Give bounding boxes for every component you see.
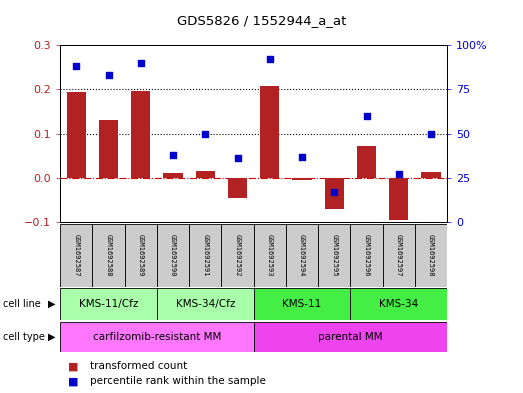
Point [137, 60, 145, 66]
Bar [60, 322, 254, 352]
Point [330, 189, 338, 195]
Bar [415, 224, 447, 287]
Bar [221, 224, 254, 287]
Text: ▶: ▶ [48, 299, 55, 309]
Text: percentile rank within the sample: percentile rank within the sample [90, 376, 266, 386]
Text: GSM1692596: GSM1692596 [363, 234, 370, 277]
Point [427, 130, 435, 137]
Bar [60, 288, 157, 320]
Bar [350, 288, 447, 320]
Text: carfilzomib-resistant MM: carfilzomib-resistant MM [93, 332, 221, 342]
Point [169, 152, 177, 158]
Text: GSM1692598: GSM1692598 [428, 234, 434, 277]
Bar [357, 146, 376, 178]
Text: KMS-34/Cfz: KMS-34/Cfz [176, 299, 235, 309]
Text: GSM1692594: GSM1692594 [299, 234, 305, 277]
Text: GDS5826 / 1552944_a_at: GDS5826 / 1552944_a_at [177, 14, 346, 27]
Bar [422, 172, 441, 178]
Text: ▶: ▶ [48, 332, 55, 342]
Bar [254, 322, 447, 352]
Text: cell line: cell line [3, 299, 40, 309]
Text: KMS-34: KMS-34 [379, 299, 418, 309]
Point [266, 56, 274, 62]
Bar [124, 224, 157, 287]
Bar [189, 224, 221, 287]
Bar [350, 224, 383, 287]
Bar [99, 120, 118, 178]
Bar [260, 86, 279, 178]
Bar [157, 288, 254, 320]
Bar [163, 173, 183, 178]
Bar [292, 178, 312, 180]
Point [298, 153, 306, 160]
Text: transformed count: transformed count [90, 361, 187, 371]
Text: GSM1692593: GSM1692593 [267, 234, 273, 277]
Bar [286, 224, 318, 287]
Text: GSM1692591: GSM1692591 [202, 234, 208, 277]
Text: GSM1692597: GSM1692597 [396, 234, 402, 277]
Bar [318, 224, 350, 287]
Text: GSM1692592: GSM1692592 [234, 234, 241, 277]
Text: ■: ■ [68, 376, 82, 386]
Text: KMS-11: KMS-11 [282, 299, 322, 309]
Bar [93, 224, 124, 287]
Text: GSM1692587: GSM1692587 [73, 234, 79, 277]
Text: GSM1692589: GSM1692589 [138, 234, 144, 277]
Bar [60, 224, 93, 287]
Point [362, 113, 371, 119]
Text: ■: ■ [68, 361, 82, 371]
Bar [66, 92, 86, 178]
Text: GSM1692588: GSM1692588 [106, 234, 111, 277]
Bar [228, 178, 247, 198]
Point [233, 155, 242, 162]
Text: cell type: cell type [3, 332, 44, 342]
Bar [196, 171, 215, 178]
Bar [383, 224, 415, 287]
Bar [325, 178, 344, 209]
Text: KMS-11/Cfz: KMS-11/Cfz [79, 299, 138, 309]
Point [201, 130, 209, 137]
Point [72, 63, 81, 70]
Bar [157, 224, 189, 287]
Bar [389, 178, 408, 220]
Text: GSM1692590: GSM1692590 [170, 234, 176, 277]
Text: parental MM: parental MM [318, 332, 383, 342]
Text: GSM1692595: GSM1692595 [331, 234, 337, 277]
Point [105, 72, 113, 78]
Point [395, 171, 403, 178]
Bar [254, 288, 350, 320]
Bar [131, 91, 151, 178]
Bar [254, 224, 286, 287]
